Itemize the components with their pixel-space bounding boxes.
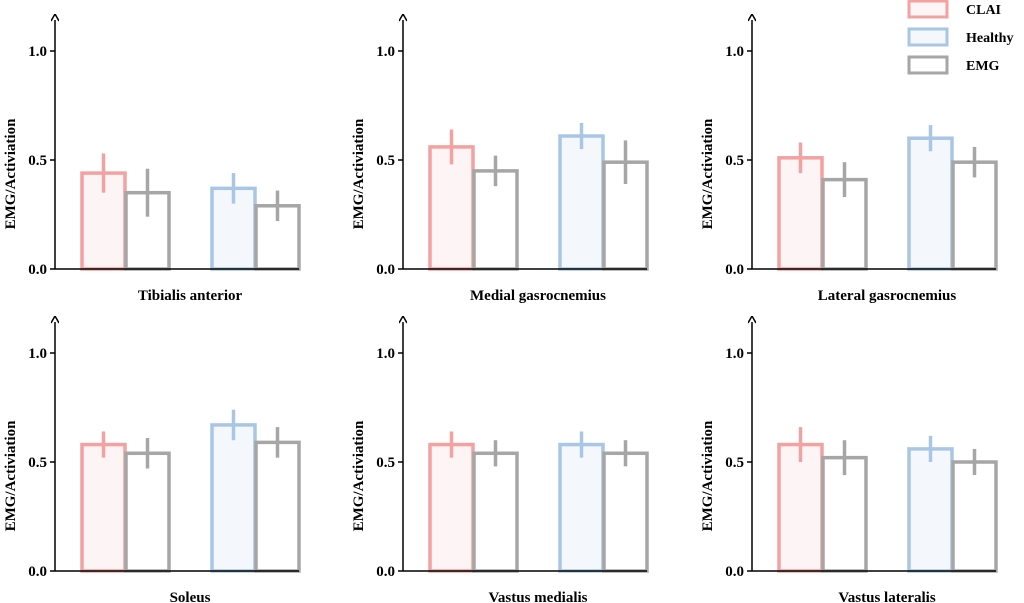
bar-healthy-activation <box>907 136 954 271</box>
bar-clai-activation <box>777 156 824 271</box>
y-tick-label: 1.0 <box>28 346 47 362</box>
y-tick-label: 1.0 <box>725 346 744 362</box>
y-axis-label: EMG/Activiation <box>700 420 716 531</box>
bar-clai-emg <box>472 451 519 573</box>
y-tick-label: 0.5 <box>725 455 744 471</box>
y-axis-label: EMG/Activiation <box>351 420 367 531</box>
bar-healthy-activation <box>558 134 605 271</box>
y-tick-label: 0.5 <box>28 455 47 471</box>
panel-title: Soleus <box>170 590 211 603</box>
y-axis-label: EMG/Activiation <box>700 118 716 229</box>
panel-title: Tibialis anterior <box>138 288 243 304</box>
panel: 0.0 0.5 1.0 EMG/Activiation Tibialis anterio… <box>3 20 301 304</box>
bar-healthy-activation <box>907 447 954 573</box>
bar-healthy-emg <box>254 440 301 573</box>
panel: 0.0 0.5 1.0 EMG/Activiation Vastus medialis <box>351 322 649 603</box>
legend-swatch-clai <box>907 0 949 19</box>
bar-clai-activation <box>80 442 127 573</box>
y-tick-label: 0.5 <box>376 455 395 471</box>
bar-clai-emg <box>124 451 171 573</box>
y-tick-label: 0.0 <box>725 262 744 278</box>
y-axis-label: EMG/Activiation <box>351 118 367 229</box>
panel-title: Medial gasrocnemius <box>470 288 606 304</box>
y-axis-label: EMG/Activiation <box>3 420 19 531</box>
panels: 0.0 0.5 1.0 EMG/Activiation Tibialis anterio… <box>3 20 998 603</box>
bar-clai-emg <box>821 455 868 573</box>
panel-title: Lateral gasrocnemius <box>818 288 957 304</box>
legend-swatch-healthy <box>907 27 949 47</box>
legend-label-clai: CLAI <box>966 3 1001 18</box>
panel: 0.0 0.5 1.0 EMG/Activiation Soleus <box>3 322 301 603</box>
panel-title: Vastus lateralis <box>838 590 936 603</box>
y-axis-label: EMG/Activiation <box>3 118 19 229</box>
y-tick-label: 0.0 <box>28 564 47 580</box>
y-tick-label: 1.0 <box>28 44 47 60</box>
bar-healthy-activation <box>558 442 605 573</box>
legend-swatch-emg <box>907 55 949 75</box>
bar-clai-emg <box>472 169 519 271</box>
legend: CLAI Healthy EMG <box>907 0 1013 75</box>
y-tick-label: 0.0 <box>28 262 47 278</box>
legend-label-healthy: Healthy <box>966 31 1013 46</box>
bar-healthy-emg <box>951 460 998 573</box>
bar-healthy-activation <box>210 423 257 573</box>
panel-title: Vastus medialis <box>488 590 587 603</box>
y-tick-label: 0.5 <box>725 153 744 169</box>
y-tick-label: 0.0 <box>725 564 744 580</box>
y-tick-label: 1.0 <box>376 44 395 60</box>
bar-clai-activation <box>777 442 824 573</box>
y-tick-label: 1.0 <box>725 44 744 60</box>
panel: 0.0 0.5 1.0 EMG/Activiation Lateral gasrocne… <box>700 20 998 304</box>
y-tick-label: 0.5 <box>376 153 395 169</box>
bar-healthy-emg <box>602 451 649 573</box>
bar-healthy-emg <box>951 160 998 271</box>
y-tick-label: 0.0 <box>376 564 395 580</box>
bar-clai-activation <box>428 442 475 573</box>
bar-clai-activation <box>428 145 475 271</box>
legend-label-emg: EMG <box>966 59 1000 74</box>
y-tick-label: 0.0 <box>376 262 395 278</box>
y-tick-label: 0.5 <box>28 153 47 169</box>
panel: 0.0 0.5 1.0 EMG/Activiation Vastus lateralis <box>700 322 998 603</box>
y-tick-label: 1.0 <box>376 346 395 362</box>
panel: 0.0 0.5 1.0 EMG/Activiation Medial gasrocnem… <box>351 20 649 304</box>
